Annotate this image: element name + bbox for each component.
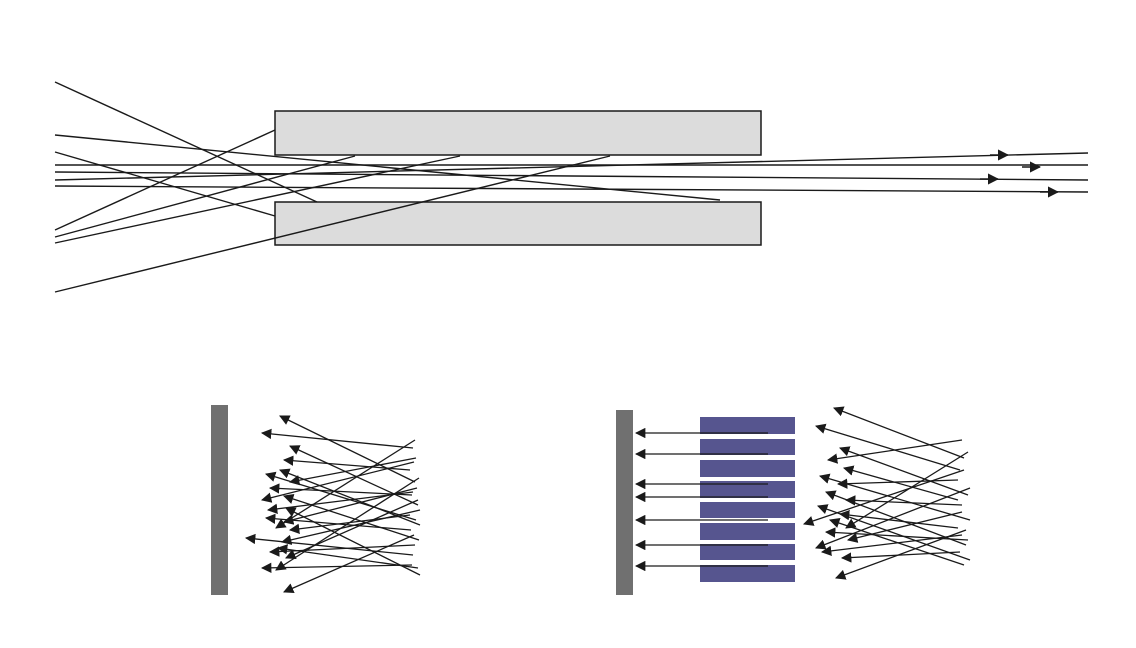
capillary-transmission-panel: [54, 81, 1089, 293]
collimator-slab: [700, 502, 795, 518]
ray: [54, 155, 356, 238]
blocked-divergent-ray: [846, 511, 963, 543]
blocked-divergent-ray: [835, 529, 967, 580]
divergent-ray: [279, 468, 421, 526]
divergent-ray: [283, 493, 420, 541]
divergent-ray: [266, 491, 414, 515]
blocked-divergent-ray: [833, 406, 965, 459]
collimator-slab: [700, 544, 795, 560]
ray: [54, 185, 1089, 193]
blocked-divergent-ray: [815, 423, 961, 471]
collimator-slab: [700, 460, 795, 477]
blocked-divergent-ray: [839, 446, 969, 496]
collimator-channels: [700, 417, 795, 582]
divergent-rays-left: [244, 415, 421, 594]
divergent-ray: [280, 509, 421, 545]
collimator-slab: [700, 417, 795, 434]
blocked-divergent-ray: [844, 495, 963, 506]
collimator-slab: [700, 523, 795, 540]
collimated-detector-panel: [616, 406, 971, 595]
blocked-divergent-ray: [836, 478, 959, 489]
ray: [54, 81, 318, 203]
ray: [54, 171, 1089, 181]
divergent-ray: [268, 544, 416, 557]
divergent-ray: [288, 457, 417, 486]
divergent-ray: [260, 428, 414, 449]
rays-right: [634, 406, 971, 580]
divergent-ray: [260, 562, 413, 574]
blocked-divergent-ray: [803, 469, 965, 526]
divergent-ray: [289, 445, 419, 506]
divergent-ray: [276, 544, 419, 569]
detector-plate-left: [211, 405, 228, 595]
divergent-ray: [275, 439, 416, 529]
blocked-divergent-ray: [845, 451, 969, 529]
divergent-ray: [285, 499, 419, 559]
divergent-ray: [268, 483, 413, 496]
blocked-divergent-ray: [820, 534, 963, 557]
blocked-divergent-ray: [838, 509, 959, 529]
divergent-ray: [282, 455, 411, 471]
divergent-ray: [260, 461, 415, 503]
ray: [54, 152, 1089, 181]
ray: [54, 155, 611, 293]
ray: [54, 129, 276, 231]
ray: [54, 151, 276, 217]
blocked-divergent-ray: [815, 487, 971, 550]
divergent-ray: [279, 415, 416, 483]
lower-capillary-wall: [274, 201, 762, 246]
collimator-slab: [700, 565, 795, 582]
collimator-slab: [700, 439, 795, 455]
blocked-divergent-ray: [840, 551, 961, 563]
divergent-ray: [275, 477, 420, 571]
blocked-divergent-ray: [826, 439, 963, 464]
blocked-divergent-ray: [842, 465, 959, 501]
detector-plate-right: [616, 410, 633, 595]
collimator-slab: [700, 481, 795, 498]
divergent-ray: [285, 507, 421, 576]
upper-capillary-wall: [274, 110, 762, 156]
divergent-ray: [283, 534, 415, 594]
divergent-ray: [244, 533, 414, 556]
divergent-ray: [288, 514, 411, 534]
uncollimated-detector-panel: [211, 405, 421, 595]
capillary-rays: [54, 81, 1089, 293]
